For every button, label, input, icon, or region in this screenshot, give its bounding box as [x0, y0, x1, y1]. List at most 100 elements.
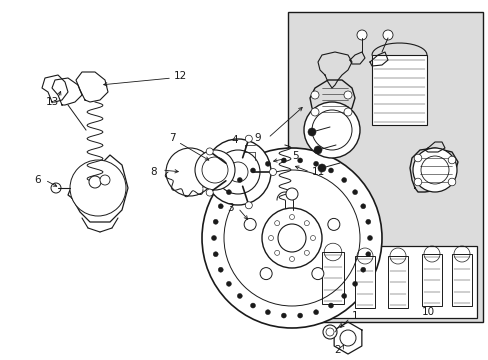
Circle shape [413, 178, 421, 186]
Circle shape [343, 91, 351, 99]
Text: 12: 12 [173, 71, 186, 81]
Circle shape [365, 252, 370, 257]
Text: 6: 6 [35, 175, 41, 185]
Text: 11: 11 [311, 167, 324, 177]
Circle shape [304, 102, 359, 158]
Circle shape [311, 267, 323, 280]
Circle shape [250, 303, 255, 308]
Circle shape [310, 108, 318, 116]
Circle shape [226, 190, 231, 195]
Circle shape [213, 252, 218, 257]
Circle shape [352, 190, 357, 195]
Circle shape [365, 219, 370, 224]
Text: 10: 10 [421, 307, 434, 317]
Circle shape [343, 108, 351, 116]
Circle shape [360, 267, 365, 272]
Circle shape [310, 91, 318, 99]
Circle shape [265, 161, 270, 166]
Text: 4: 4 [231, 135, 238, 145]
Circle shape [323, 325, 336, 339]
Circle shape [202, 157, 227, 183]
Circle shape [307, 128, 315, 136]
Circle shape [278, 224, 305, 252]
Circle shape [360, 204, 365, 209]
Circle shape [244, 219, 256, 230]
Circle shape [285, 188, 297, 200]
Circle shape [226, 282, 231, 286]
Circle shape [262, 208, 321, 268]
Circle shape [269, 168, 276, 175]
Text: 7: 7 [168, 133, 175, 143]
Circle shape [211, 235, 216, 240]
Circle shape [313, 146, 321, 154]
Circle shape [341, 293, 346, 298]
Circle shape [237, 177, 242, 183]
Circle shape [227, 162, 247, 182]
Circle shape [339, 330, 355, 346]
Text: 1: 1 [351, 311, 358, 321]
Bar [387, 256, 407, 308]
Circle shape [204, 139, 270, 205]
Circle shape [382, 30, 392, 40]
Circle shape [260, 267, 272, 280]
Circle shape [420, 156, 448, 184]
Bar [354, 256, 374, 308]
Circle shape [268, 235, 273, 240]
Circle shape [206, 148, 213, 155]
Circle shape [202, 148, 381, 328]
Circle shape [304, 250, 309, 255]
Circle shape [341, 177, 346, 183]
Circle shape [218, 267, 223, 272]
Bar [371, 55, 426, 125]
Circle shape [413, 154, 421, 162]
Circle shape [206, 189, 213, 196]
Circle shape [274, 250, 279, 255]
Circle shape [447, 178, 455, 186]
Text: 3: 3 [226, 203, 233, 213]
Circle shape [100, 175, 110, 185]
Circle shape [237, 293, 242, 298]
Text: 2: 2 [334, 345, 341, 355]
Bar [311, 246, 476, 318]
Bar [287, 12, 482, 322]
Circle shape [310, 235, 315, 240]
Bar [421, 254, 441, 306]
Circle shape [328, 303, 333, 308]
Circle shape [328, 168, 333, 173]
Circle shape [195, 150, 235, 190]
Circle shape [447, 156, 455, 164]
Circle shape [297, 158, 302, 163]
Circle shape [281, 158, 286, 163]
Bar [451, 254, 471, 306]
Circle shape [216, 150, 260, 194]
Circle shape [304, 221, 309, 226]
Circle shape [281, 313, 286, 318]
Circle shape [327, 219, 339, 230]
Circle shape [313, 161, 318, 166]
Circle shape [311, 110, 351, 150]
Circle shape [89, 176, 101, 188]
Circle shape [297, 313, 302, 318]
Circle shape [218, 204, 223, 209]
Circle shape [412, 148, 456, 192]
Circle shape [289, 215, 294, 220]
Circle shape [245, 135, 252, 142]
Circle shape [356, 30, 366, 40]
Circle shape [51, 183, 61, 193]
Circle shape [317, 164, 325, 172]
Text: 9: 9 [254, 133, 261, 143]
Circle shape [265, 310, 270, 315]
Bar [321, 252, 343, 304]
Circle shape [325, 328, 333, 336]
Text: 5: 5 [292, 151, 299, 161]
Circle shape [367, 235, 372, 240]
Circle shape [352, 282, 357, 286]
Circle shape [289, 256, 294, 261]
Circle shape [245, 202, 252, 209]
Circle shape [70, 160, 126, 216]
Circle shape [213, 219, 218, 224]
Text: 13: 13 [45, 97, 59, 107]
Text: 8: 8 [150, 167, 157, 177]
Circle shape [274, 221, 279, 226]
Circle shape [250, 168, 255, 173]
